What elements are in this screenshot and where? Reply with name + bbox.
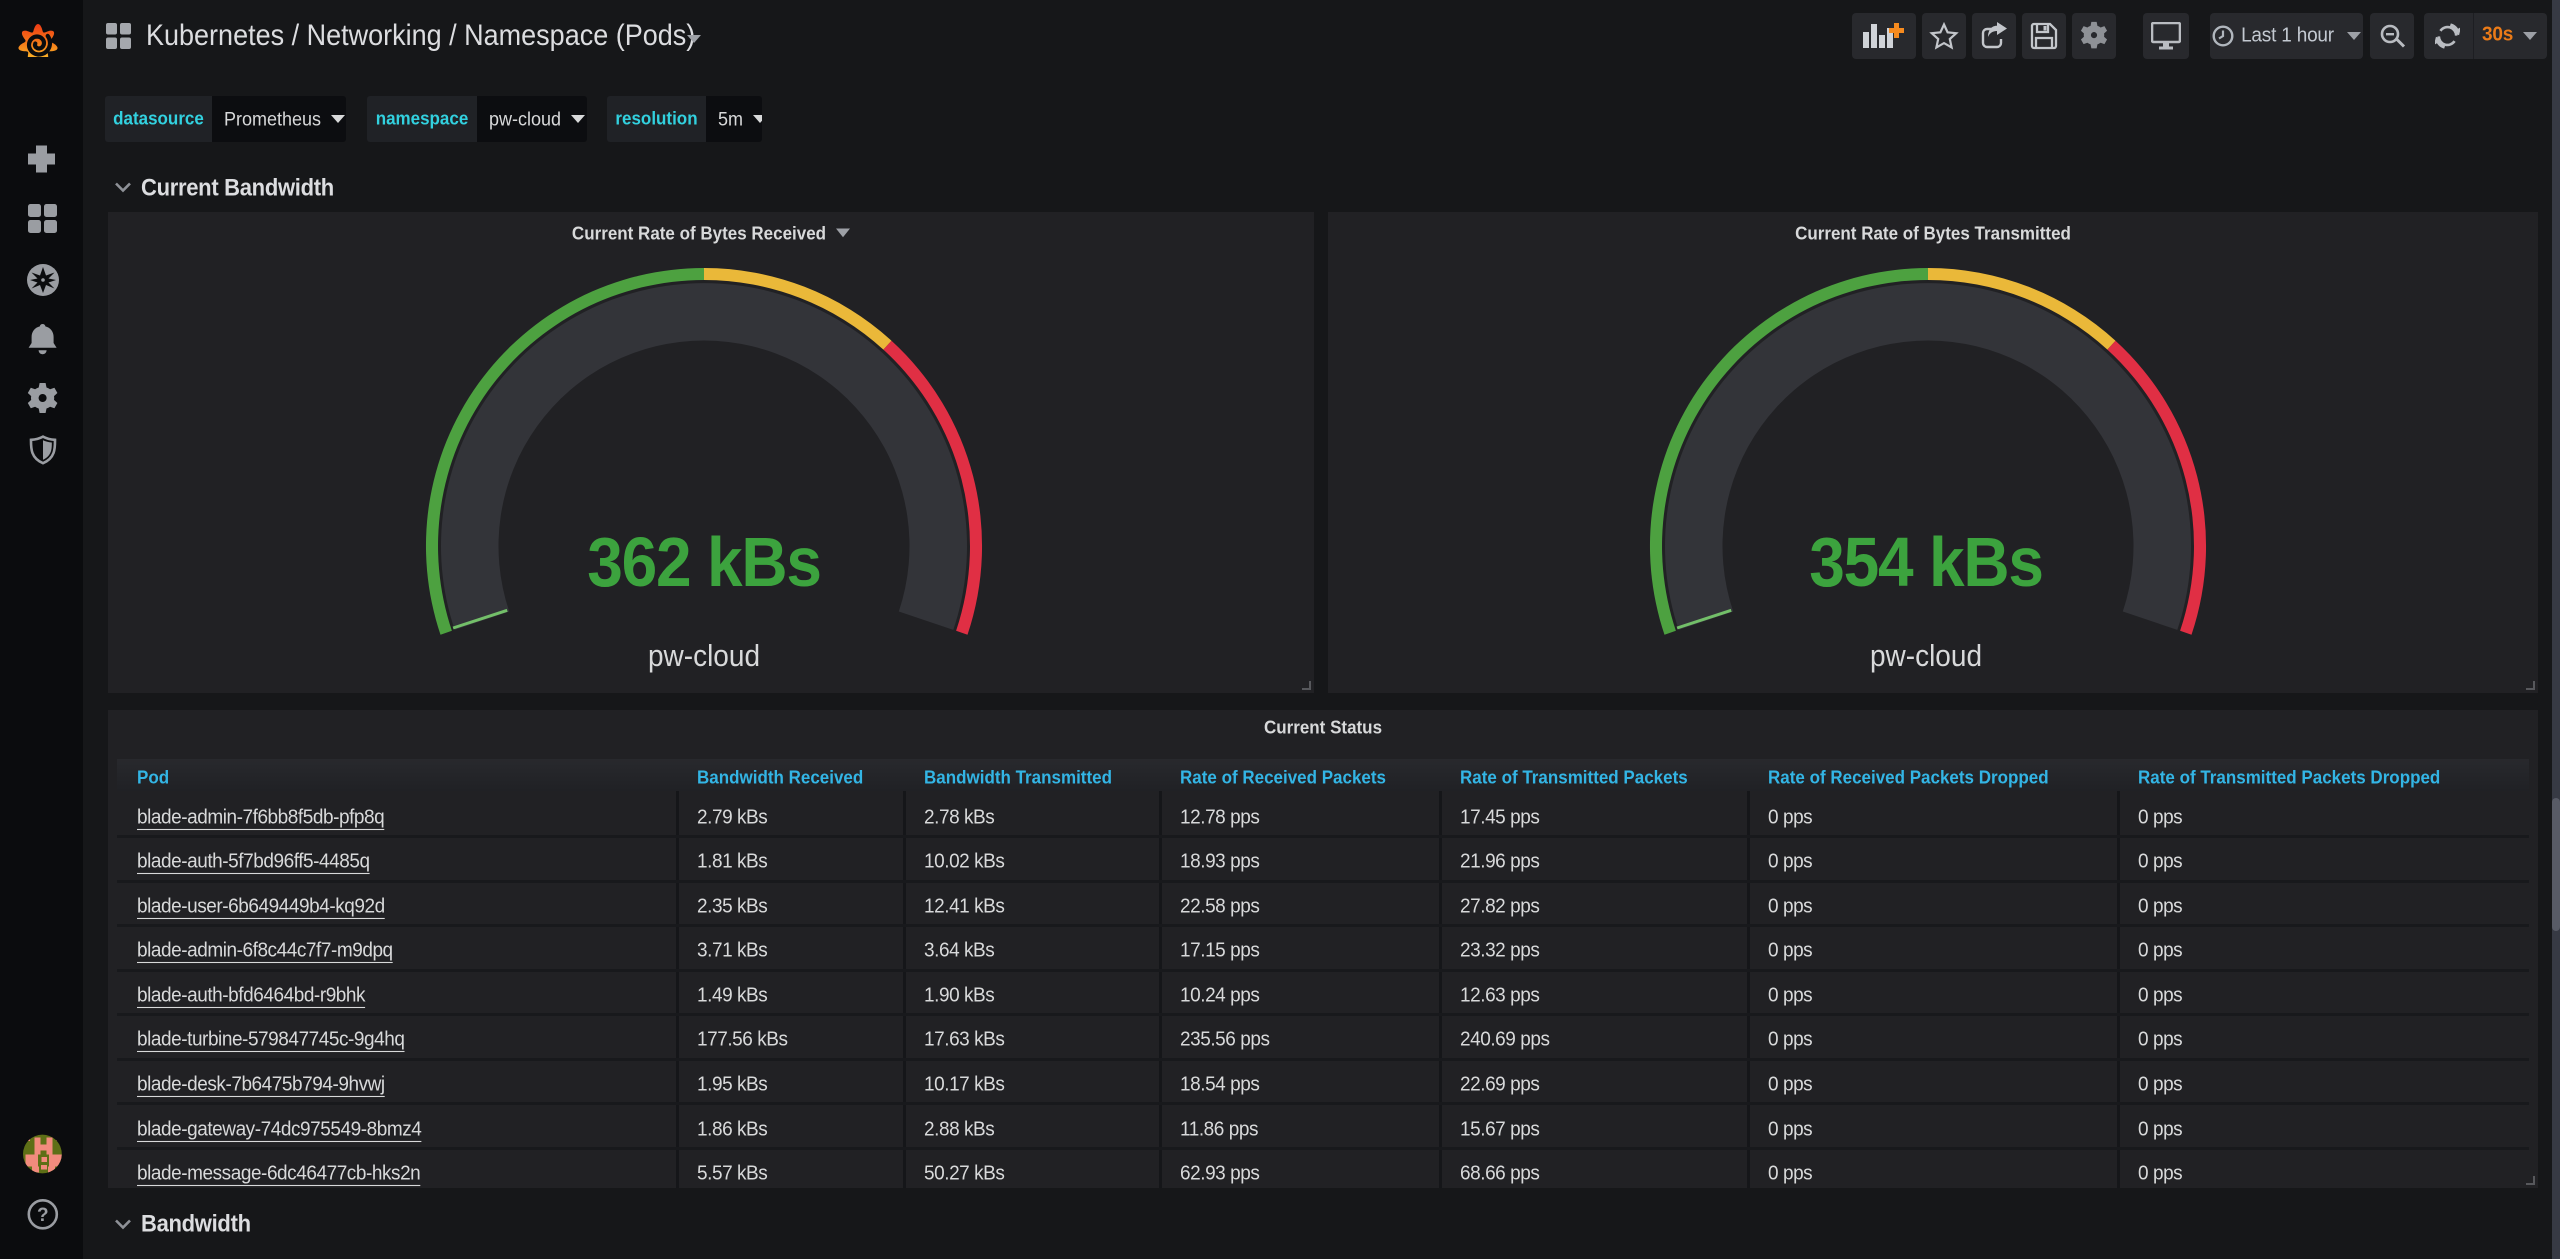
svg-text:?: ?: [37, 1205, 49, 1226]
